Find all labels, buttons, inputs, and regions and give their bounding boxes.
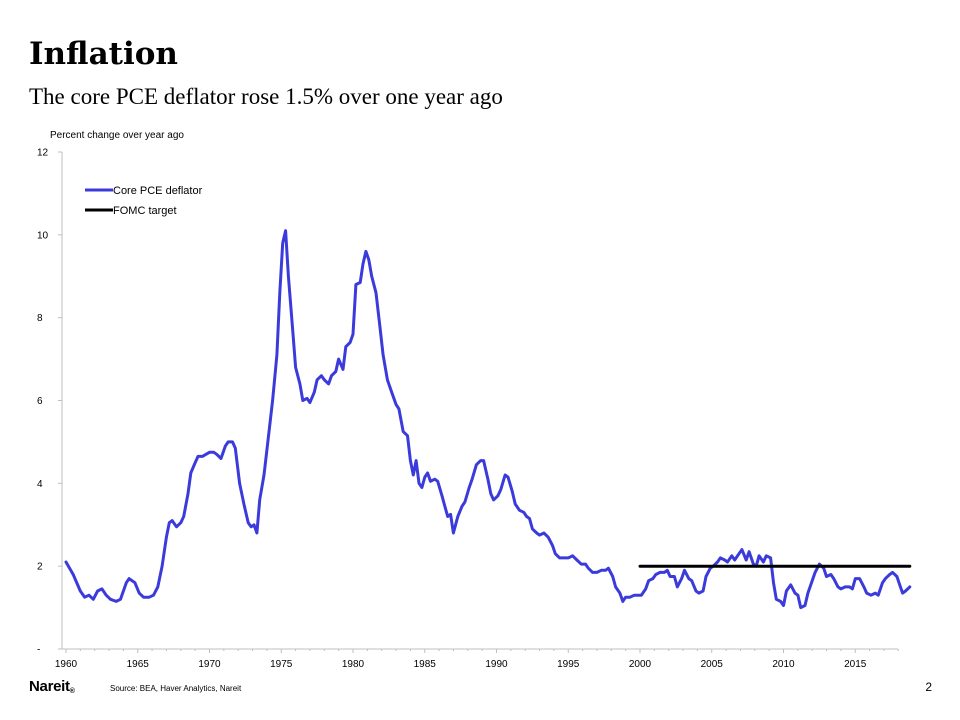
y-ticks: - 2 4 6 8 10 12: [37, 148, 62, 656]
x-tick-label: 1965: [127, 659, 150, 670]
y-tick-label: 12: [37, 148, 49, 159]
x-tick-label: 1985: [414, 659, 437, 670]
logo-text: Nareit: [29, 678, 70, 695]
series-layer: [64, 229, 912, 610]
x-tick-label: 2005: [701, 659, 724, 670]
legend-label-core-pce-deflator: Core PCE deflator: [113, 185, 203, 197]
x-tick-label: 1990: [485, 659, 508, 670]
slide-subtitle: The core PCE deflator rose 1.5% over one…: [29, 84, 503, 109]
y-tick-label: -: [37, 645, 40, 656]
y-axis-label: Percent change over year ago: [50, 130, 184, 141]
x-tick-label: 1975: [270, 659, 293, 670]
y-tick-label: 8: [37, 313, 43, 324]
x-tick-label: 1980: [342, 659, 365, 670]
page-number: 2: [925, 680, 932, 694]
x-ticks: 1960 1965 1970 1975 1980 1985 1990 1995 2000 2005…: [55, 649, 899, 670]
source-note: Source: BEA, Haver Analytics, Nareit: [110, 684, 242, 693]
slide-title: Inflation: [29, 36, 178, 72]
x-tick-label: 1960: [55, 659, 78, 670]
core-pce-deflator-line: [64, 229, 912, 610]
y-tick-label: 4: [37, 479, 43, 490]
y-tick-label: 6: [37, 396, 43, 407]
logo-registered-mark: ®: [69, 688, 75, 695]
nareit-logo: Nareit®: [29, 678, 75, 695]
x-tick-label: 1995: [557, 659, 580, 670]
x-tick-label: 2015: [844, 659, 867, 670]
y-tick-label: 10: [37, 230, 49, 241]
x-tick-label: 1970: [198, 659, 221, 670]
legend-label-fomc-target: FOMC target: [113, 205, 177, 217]
x-tick-label: 2010: [772, 659, 795, 670]
y-tick-label: 2: [37, 562, 43, 573]
x-tick-label: 2000: [629, 659, 652, 670]
legend: Core PCE deflator FOMC target: [85, 185, 203, 217]
